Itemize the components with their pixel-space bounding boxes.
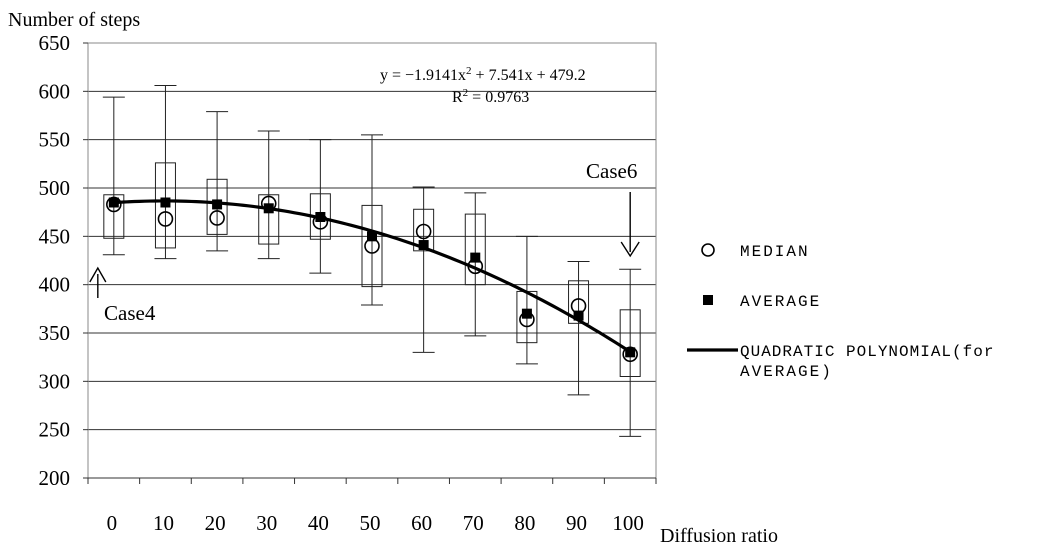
average-point-30 [263,203,274,214]
median-point-0 [106,196,122,213]
legend-median-label: MEDIAN [740,243,810,261]
box-iqr [619,309,641,377]
x-tick-label-0: 0 [107,511,118,535]
average-point-60 [418,240,429,251]
box-iqr [206,178,228,235]
y-tick-label-450: 450 [39,224,71,248]
box-iqr [154,162,176,249]
x-tick-label-10: 10 [153,511,174,535]
fit-curve [113,199,632,354]
average-point-100 [625,347,636,358]
median-point-20 [209,210,225,226]
box-iqr [103,194,125,239]
average-point-90 [573,310,584,321]
fit-r2-sup: 2 [463,87,469,99]
case6-label: Case6 [586,159,637,183]
y-tick-label-600: 600 [39,79,71,103]
case4-label: Case4 [104,301,156,325]
x-tick-label-80: 80 [514,511,535,535]
fit-equation-sup: 2 [466,65,472,77]
box-iqr [361,204,383,288]
y-tick-label-250: 250 [39,418,71,442]
legend-median-marker [701,243,715,257]
box-plot-60 [412,186,435,353]
fit-curve-group [113,90,656,354]
x-tick-label-100: 100 [612,511,644,535]
box-plot-30 [257,130,280,260]
median-point-40 [312,214,329,230]
average-point-10 [160,197,171,208]
box-plot-0 [102,96,125,256]
fit-equation-main: y = −1.9141x [380,67,466,84]
box-plot-20 [206,111,229,252]
average-point-40 [315,212,326,222]
fit-r2-rest: = 0.9763 [468,89,529,106]
box-iqr [413,208,435,252]
x-tick-label-70: 70 [463,511,484,535]
median-point-60 [415,223,432,240]
median-point-100 [622,346,638,363]
average-point-20 [212,199,223,210]
box-plot-10 [154,85,177,260]
x-tick-label-50: 50 [360,511,381,535]
data-markers [106,195,638,363]
annotations: Case4 Case6 [89,159,640,325]
box-plot-40 [309,139,332,274]
median-point-30 [260,195,277,212]
legend-average-marker [703,295,713,305]
average-point-50 [367,231,377,242]
y-tick-label-550: 550 [39,128,71,152]
box-plots [102,85,642,437]
fit-equation: y = −1.9141x2 + 7.541x + 479.2 [380,65,586,84]
box-plot-70 [464,192,487,337]
y-tick-label-650: 650 [39,31,71,55]
average-point-0 [108,197,119,208]
x-tick-label-40: 40 [308,511,329,535]
y-tick-label-350: 350 [39,321,71,345]
median-point-10 [157,211,174,227]
box-plot-80 [515,235,538,365]
box-plot-50 [361,134,383,306]
case6-arrow-head [620,241,640,258]
box-iqr [568,280,590,324]
x-tick-label-20: 20 [205,511,226,535]
y-tick-label-200: 200 [39,466,71,490]
axes: 200 250 300 350 400 450 500 550 600 650 0 10 20 30 40 5… [39,31,657,535]
average-point-70 [470,252,481,263]
median-point-80 [519,311,535,328]
box-plot-90 [567,260,590,396]
box-iqr [258,194,280,245]
x-tick-label-90: 90 [566,511,587,535]
x-tick-label-60: 60 [411,511,432,535]
median-point-90 [570,298,587,314]
legend-average-label: AVERAGE [740,293,821,311]
legend-fit-label-line2: AVERAGE) [740,363,833,381]
fit-r-squared: R2 = 0.9763 [452,87,529,106]
median-point-70 [467,258,484,275]
box-iqr [464,213,486,286]
x-axis-label: Diffusion ratio [660,525,778,546]
legend: MEDIAN AVERAGE QUADRATIC POLYNOMIAL(for AVE… [687,243,994,381]
y-tick-label-500: 500 [39,176,71,200]
fit-r2-main: R [452,89,463,106]
y-tick-label-300: 300 [39,369,71,393]
case4-arrow-head [89,266,107,283]
average-point-80 [521,308,532,319]
fit-equation-rest: + 7.541x + 479.2 [472,67,586,84]
y-axis-label: Number of steps [8,9,140,31]
median-point-50 [364,238,380,254]
x-tick-label-30: 30 [256,511,277,535]
y-tick-label-400: 400 [39,273,71,297]
legend-fit-label-line1: QUADRATIC POLYNOMIAL(for [740,343,994,361]
